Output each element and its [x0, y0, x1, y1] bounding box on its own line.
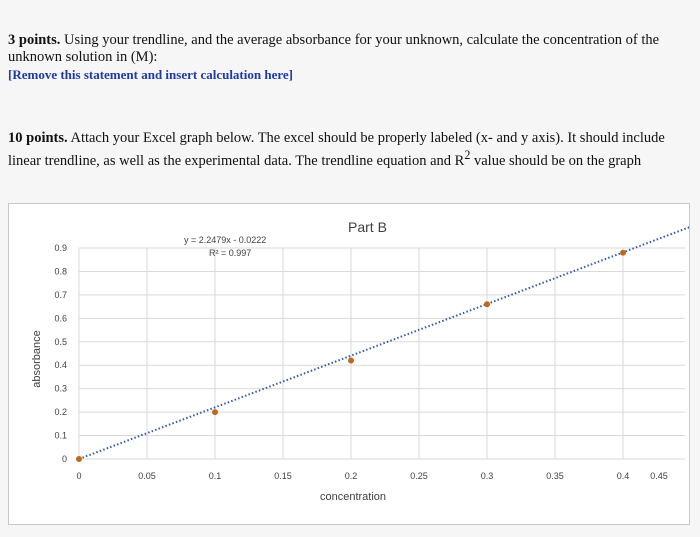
data-point[interactable]: [348, 357, 354, 364]
x-tick-label: 0.45: [650, 471, 668, 481]
data-point[interactable]: [484, 301, 490, 308]
y-tick-label: 0.9: [54, 243, 67, 253]
question-10-points: 10 points.: [8, 130, 68, 146]
x-tick-label: 0.05: [138, 471, 156, 481]
chart-svg: 0 0.1 0.2 0.3 0.4 0.5 0.6 0.7 0.8 0.9 0 0.05 0.1 0.1…: [31, 219, 689, 503]
question-10: 10 points. Attach your Excel graph below…: [8, 130, 692, 170]
y-tick-label: 0.5: [54, 337, 67, 347]
x-tick-label: 0.15: [274, 471, 292, 481]
y-tick-label: 0.8: [54, 266, 67, 276]
chart-title: Part B: [348, 219, 387, 235]
r-squared-label: R² = 0.997: [209, 248, 251, 258]
x-tick-label: 0.1: [209, 471, 222, 481]
trendline-equation: y = 2.2479x - 0.0222: [184, 235, 266, 245]
data-points: [76, 249, 626, 462]
data-point[interactable]: [212, 409, 218, 416]
question-10-text: Attach your Excel graph below. The excel…: [8, 130, 665, 169]
question-3: 3 points. Using your trendline, and the …: [8, 32, 692, 84]
y-tick-label: 0.2: [54, 407, 67, 417]
question-10-text-end: value should be on the graph: [470, 152, 642, 169]
y-tick-labels: 0 0.1 0.2 0.3 0.4 0.5 0.6 0.7 0.8 0.9: [54, 243, 67, 464]
x-tick-label: 0: [76, 471, 81, 481]
trendline-group: [78, 226, 689, 460]
x-tick-label: 0.4: [617, 471, 630, 481]
x-axis-label: concentration: [320, 491, 386, 503]
y-tick-label: 0.4: [54, 360, 67, 370]
y-tick-label: 0.6: [54, 313, 67, 323]
data-point[interactable]: [620, 249, 626, 256]
y-tick-label: 0.1: [54, 431, 67, 441]
excel-chart[interactable]: 0 0.1 0.2 0.3 0.4 0.5 0.6 0.7 0.8 0.9 0 0.05 0.1 0.1…: [8, 203, 690, 525]
x-tick-label: 0.3: [481, 471, 494, 481]
y-axis-label: absorbance: [31, 330, 43, 388]
y-tick-label: 0.3: [54, 384, 67, 394]
x-tick-label: 0.35: [546, 471, 564, 481]
x-tick-labels: 0 0.05 0.1 0.15 0.2 0.25 0.3 0.35 0.4 0.45: [76, 471, 667, 481]
question-10-sup: 2: [464, 148, 471, 162]
calculation-placeholder[interactable]: [Remove this statement and insert calcul…: [8, 67, 293, 82]
question-3-points: 3 points.: [8, 32, 61, 48]
data-point[interactable]: [76, 456, 82, 462]
x-tick-label: 0.2: [345, 471, 358, 481]
question-3-text: Using your trendline, and the average ab…: [8, 32, 660, 65]
x-tick-label: 0.25: [410, 471, 428, 481]
gridlines: [78, 247, 685, 460]
y-tick-label: 0.7: [54, 290, 67, 300]
trendline: [78, 226, 689, 460]
y-tick-label: 0: [62, 454, 67, 464]
